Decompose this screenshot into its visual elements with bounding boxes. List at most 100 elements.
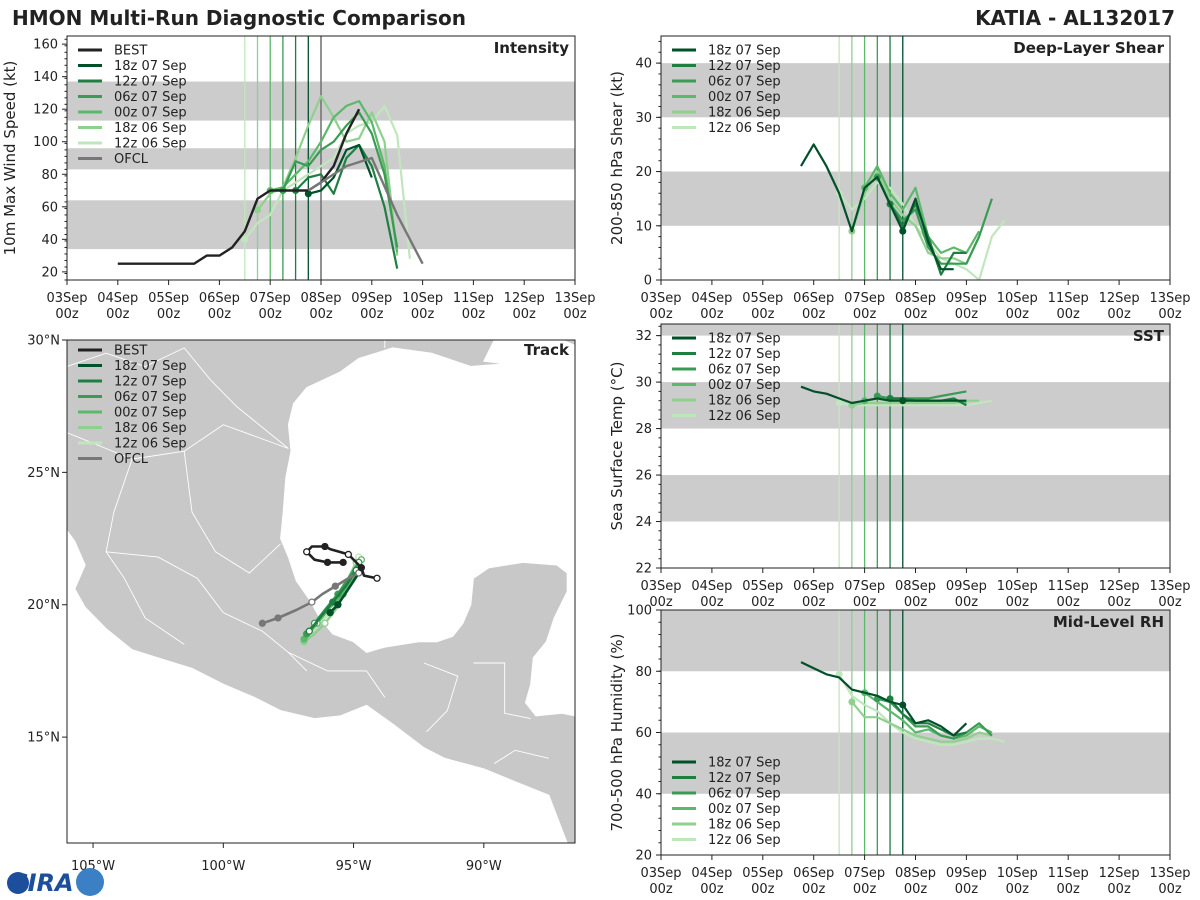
shear-xtick-hour-7: 00z <box>1006 307 1030 322</box>
intensity-series-5-init-point <box>241 235 249 243</box>
sst-xtick-date-9: 12Sep <box>1099 579 1140 594</box>
intensity-ytick-label-0: 20 <box>41 265 58 280</box>
track-best-line-point <box>339 558 347 567</box>
sst-series-0-init-point <box>899 397 907 405</box>
intensity-xtick-date-10: 13Sep <box>554 291 595 306</box>
sst-xtick-date-5: 08Sep <box>895 579 936 594</box>
shear-xtick-date-10: 13Sep <box>1149 291 1190 306</box>
shear-xtick-date-8: 11Sep <box>1048 291 1089 306</box>
sst-series-5-init-point <box>835 399 843 407</box>
rh-xtick-date-2: 05Sep <box>742 866 783 881</box>
intensity-xtick-hour-10: 00z <box>563 307 587 322</box>
rh-xtick-hour-7: 00z <box>1006 882 1030 897</box>
sst-band-0 <box>661 475 1170 522</box>
shear-series-4 <box>850 170 981 265</box>
sst-xtick-hour-1: 00z <box>700 595 724 610</box>
logo-swirl-icon <box>76 868 104 896</box>
track-title: Track <box>524 341 570 359</box>
intensity-ytick-label-6: 140 <box>33 70 58 85</box>
rh-xtick-hour-4: 00z <box>853 882 877 897</box>
intensity-legend-label-4: 00z 07 Sep <box>114 106 187 121</box>
track-best-line-point <box>321 542 329 551</box>
border-line-7 <box>473 662 531 720</box>
rh-legend-label-0: 18z 07 Sep <box>708 756 781 771</box>
rh-xtick-date-4: 07Sep <box>844 866 885 881</box>
intensity-ylabel: 10m Max Wind Speed (kt) <box>1 61 19 256</box>
rh-xtick-hour-6: 00z <box>955 882 979 897</box>
rh-series-5 <box>838 673 1005 746</box>
sst-legend-label-3: 00z 07 Sep <box>708 378 781 393</box>
sst-xtick-date-7: 10Sep <box>997 579 1038 594</box>
shear-xtick-date-7: 10Sep <box>997 291 1038 306</box>
track-frame <box>66 339 576 844</box>
rh-xtick-hour-2: 00z <box>751 882 775 897</box>
sst-title: SST <box>1133 327 1165 345</box>
intensity-xtick-date-0: 03Sep <box>46 291 87 306</box>
shear-series-1 <box>889 203 967 276</box>
shear-ylabel: 200-850 hPa Shear (kt) <box>608 71 626 245</box>
storm-id: KATIA - AL132017 <box>975 6 1175 30</box>
sst-xtick-hour-3: 00z <box>802 595 826 610</box>
sst-xtick-date-1: 04Sep <box>691 579 732 594</box>
sst-ytick-label-0: 22 <box>635 562 652 577</box>
intensity-ytick-label-3: 80 <box>41 168 58 183</box>
rh-series-0 <box>800 661 968 737</box>
intensity-series-5 <box>243 104 411 260</box>
border-line-6 <box>423 662 459 733</box>
track-ofcl-line-point <box>258 619 267 627</box>
shear-ytick-label-3: 30 <box>635 111 652 126</box>
rh-ytick-label-2: 60 <box>635 726 652 741</box>
sst-xtick-hour-0: 00z <box>649 595 673 610</box>
shear-ytick-label-2: 20 <box>635 165 652 180</box>
shear-legend-label-5: 12z 06 Sep <box>708 121 781 136</box>
intensity-xtick-hour-3: 00z <box>208 307 232 322</box>
intensity-xtick-hour-6: 00z <box>360 307 384 322</box>
shear-xtick-hour-10: 00z <box>1158 307 1182 322</box>
shear-xtick-hour-4: 00z <box>853 307 877 322</box>
track-best-line-point <box>373 574 381 582</box>
intensity-series-4-init-point <box>254 206 261 214</box>
border-line-1 <box>105 458 133 579</box>
shear-xtick-hour-1: 00z <box>700 307 724 322</box>
track-series-4-point <box>321 619 329 627</box>
track-legend-label-2: 12z 07 Sep <box>114 375 187 390</box>
track-plot-area <box>67 340 575 843</box>
intensity-xtick-hour-4: 00z <box>259 307 283 322</box>
shear-legend-label-3: 00z 07 Sep <box>708 90 781 105</box>
intensity-xtick-hour-2: 00z <box>157 307 181 322</box>
shear-xtick-hour-2: 00z <box>751 307 775 322</box>
shear-series-0 <box>800 143 954 271</box>
intensity-series-1 <box>294 143 399 269</box>
track-lon-label-0: 105°W <box>71 859 115 874</box>
sst-xtick-hour-2: 00z <box>751 595 775 610</box>
rh-legend-label-1: 12z 07 Sep <box>708 771 781 786</box>
intensity-xtick-hour-0: 00z <box>55 307 79 322</box>
intensity-xtick-date-1: 04Sep <box>97 291 138 306</box>
sst-plot-area <box>661 324 1170 568</box>
shear-xtick-date-5: 08Sep <box>895 291 936 306</box>
rh-band-1 <box>661 610 1170 672</box>
intensity-ofcl-line <box>307 156 424 265</box>
sst-ytick-label-4: 30 <box>635 376 652 391</box>
sst-xtick-hour-7: 00z <box>1006 595 1030 610</box>
intensity-legend-label-0: BEST <box>114 44 147 59</box>
intensity-xtick-hour-8: 00z <box>462 307 486 322</box>
intensity-ytick-label-2: 60 <box>41 200 58 215</box>
intensity-panel: 2040608010012014016003Sep00z04Sep00z05Se… <box>1 35 596 322</box>
track-legend-label-6: 12z 06 Sep <box>114 437 187 452</box>
intensity-ytick-label-7: 160 <box>33 38 58 53</box>
sst-series-0 <box>800 385 967 405</box>
shear-ytick-label-4: 40 <box>635 57 652 72</box>
track-lon-label-2: 95°W <box>336 859 372 874</box>
intensity-xtick-date-2: 05Sep <box>148 291 189 306</box>
track-ofcl-line-point <box>331 582 339 590</box>
sst-legend-label-1: 12z 07 Sep <box>708 347 781 362</box>
rh-plot-area <box>661 610 1170 855</box>
sst-xtick-date-4: 07Sep <box>844 579 885 594</box>
sst-ytick-label-3: 28 <box>635 422 652 437</box>
sst-xtick-date-6: 09Sep <box>946 579 987 594</box>
intensity-ytick-label-5: 120 <box>33 103 58 118</box>
rh-ytick-label-3: 80 <box>635 665 652 680</box>
border-line-4 <box>123 578 185 645</box>
shear-xtick-hour-3: 00z <box>802 307 826 322</box>
